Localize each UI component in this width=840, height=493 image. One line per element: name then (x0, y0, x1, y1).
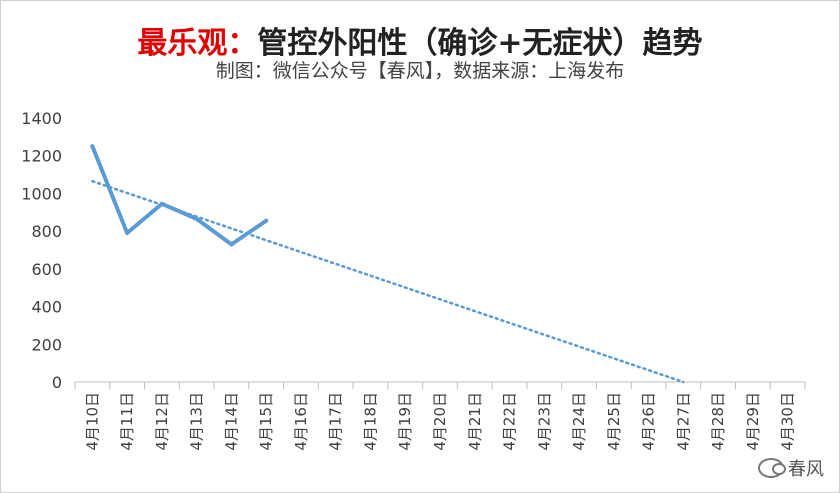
x-tick-label: 4月23日 (535, 392, 553, 451)
x-tick-label: 4月21日 (466, 392, 484, 451)
watermark-text: 春风 (788, 459, 824, 480)
x-tick-label: 4月13日 (188, 392, 206, 451)
series-line (90, 144, 269, 247)
watermark: 春风 (758, 455, 824, 481)
x-tick-label: 4月15日 (257, 392, 275, 451)
x-tick-label: 4月11日 (118, 392, 136, 451)
x-tick-label: 4月24日 (570, 392, 588, 451)
x-tick-label: 4月17日 (327, 392, 345, 451)
x-tick-label: 4月12日 (153, 392, 171, 451)
data-point (125, 231, 130, 236)
chart-subtitle: 制图：微信公众号【春风】，数据来源：上海发布 (215, 60, 625, 82)
wechat-logo-icon (758, 458, 786, 478)
title-highlight: 最乐观： (137, 26, 258, 61)
y-tick-label: 600 (31, 260, 62, 279)
chart-title: 最乐观：管控外阳性（确诊+无症状）趋势 (0, 18, 840, 62)
x-tick-label: 4月27日 (674, 392, 692, 451)
x-tick-label: 4月30日 (779, 392, 797, 451)
x-tick-label: 4月22日 (501, 392, 519, 451)
y-tick-label: 1400 (21, 109, 62, 128)
data-point (264, 218, 269, 223)
x-tick-label: 4月25日 (605, 392, 623, 451)
y-tick-label: 0 (52, 373, 62, 392)
data-point (90, 144, 95, 149)
title-text: 管控外阳性（确诊+无症状）趋势 (257, 26, 703, 61)
data-point (159, 201, 164, 206)
y-tick-label: 200 (31, 335, 62, 354)
x-tick-label: 4月14日 (222, 392, 240, 451)
data-point (229, 242, 234, 247)
y-tick-label: 1000 (21, 184, 62, 203)
x-tick-label: 4月18日 (361, 392, 379, 451)
x-tick-label: 4月28日 (709, 392, 727, 451)
x-tick-label: 4月16日 (292, 392, 310, 451)
y-tick-label: 1200 (21, 147, 62, 166)
x-tick-label: 4月20日 (431, 392, 449, 451)
x-tick-label: 4月29日 (744, 392, 762, 451)
x-tick-label: 4月19日 (396, 392, 414, 451)
y-tick-label: 400 (31, 298, 62, 317)
y-tick-label: 800 (31, 222, 62, 241)
x-tick-label: 4月10日 (83, 392, 101, 451)
x-tick-label: 4月26日 (640, 392, 658, 451)
data-point (194, 216, 199, 221)
